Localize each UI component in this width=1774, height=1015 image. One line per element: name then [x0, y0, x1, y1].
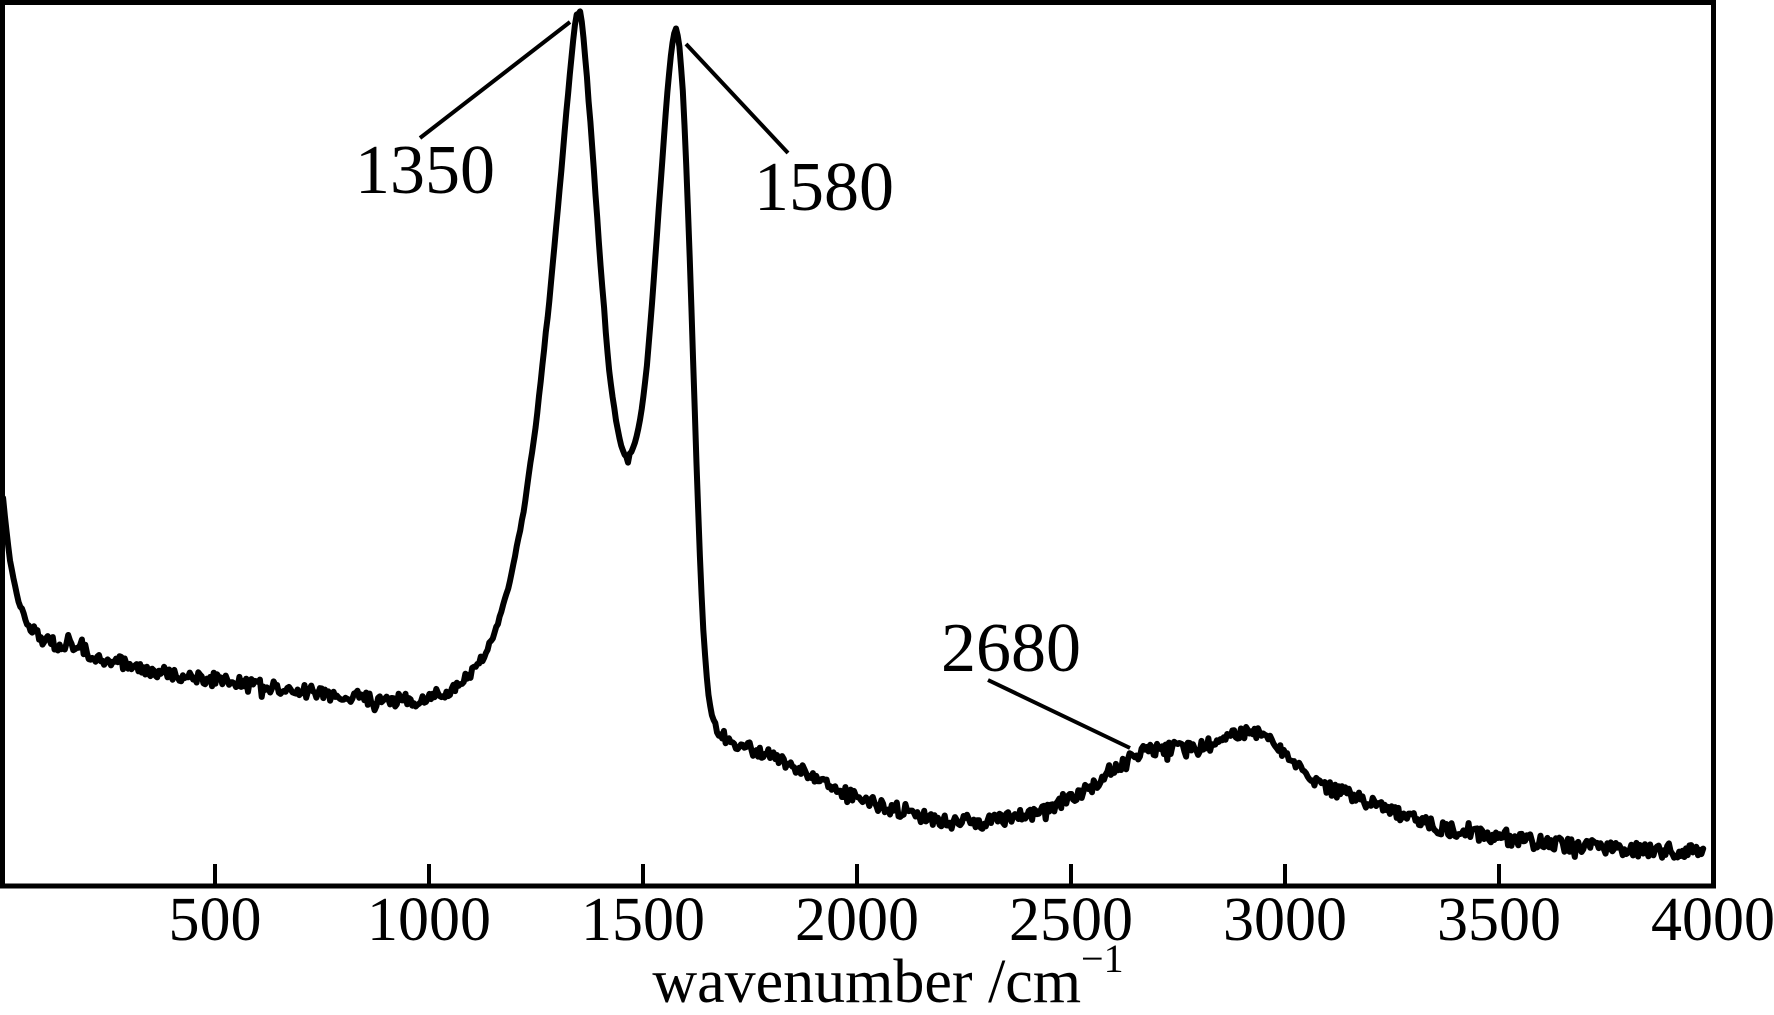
leader-line-1350 — [418, 20, 572, 140]
x-tick-label: 1000 — [367, 886, 491, 954]
peak-annotation-1350: 1350 — [355, 20, 572, 209]
x-tick-label: 4000 — [1651, 886, 1774, 954]
x-axis-tick-labels: 500 1000 1500 2000 2500 3000 3500 4000 — [169, 886, 1774, 954]
leader-line-2680 — [987, 678, 1131, 750]
peak-annotation-2680: 2680 — [941, 610, 1131, 750]
x-tick-label: 1500 — [581, 886, 705, 954]
x-tick-label: 2500 — [1009, 886, 1133, 954]
x-tick-label: 500 — [169, 886, 262, 954]
x-axis-title: wavenumber /cm−1 — [652, 936, 1123, 1015]
leader-line-1580 — [684, 42, 790, 155]
x-tick-label: 2000 — [795, 886, 919, 954]
x-axis-title-superscript: −1 — [1081, 936, 1124, 981]
x-tick-label: 3000 — [1223, 886, 1347, 954]
plot-frame — [0, 0, 1716, 889]
x-tick-label: 3500 — [1437, 886, 1561, 954]
peak-annotation-1580: 1580 — [684, 42, 894, 226]
peak-label-1350: 1350 — [355, 132, 495, 209]
peak-label-2680: 2680 — [941, 610, 1081, 687]
peak-label-1580: 1580 — [754, 149, 894, 226]
x-axis-title-main: wavenumber /cm — [652, 948, 1081, 1015]
x-axis-ticks — [213, 864, 1715, 884]
spectrum-trace — [0, 8, 1707, 861]
